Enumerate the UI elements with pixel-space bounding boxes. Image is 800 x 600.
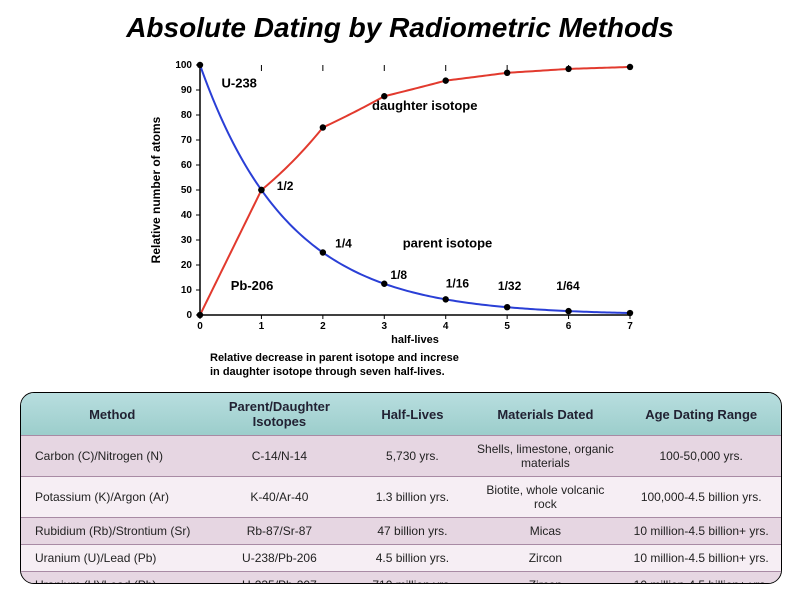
table-cell: Potassium (K)/Argon (Ar)	[21, 477, 203, 518]
table-cell: Zircon	[469, 545, 621, 572]
table-cell: Shells, limestone, organic materials	[469, 436, 621, 477]
table-cell: Carbon (C)/Nitrogen (N)	[21, 436, 203, 477]
svg-text:90: 90	[181, 85, 193, 96]
table-cell: U-238/Pb-206	[203, 545, 355, 572]
methods-table: MethodParent/Daughter IsotopesHalf-Lives…	[20, 392, 782, 584]
table-row: Rubidium (Rb)/Strontium (Sr)Rb-87/Sr-874…	[21, 518, 781, 545]
table-cell: 100,000-4.5 billion yrs.	[621, 477, 781, 518]
svg-text:6: 6	[566, 321, 572, 332]
table-cell: 4.5 billion yrs.	[355, 545, 469, 572]
table-header: Parent/Daughter Isotopes	[203, 393, 355, 436]
svg-text:0: 0	[186, 310, 192, 321]
svg-text:5: 5	[504, 321, 510, 332]
table-cell: Rb-87/Sr-87	[203, 518, 355, 545]
table-cell: K-40/Ar-40	[203, 477, 355, 518]
svg-text:3: 3	[382, 321, 388, 332]
svg-text:4: 4	[443, 321, 449, 332]
table-cell: Uranium (U)/Lead (Pb)	[21, 545, 203, 572]
table-cell: Uranium (U)/Lead (Pb)	[21, 572, 203, 585]
svg-text:100: 100	[175, 60, 192, 71]
svg-text:daughter isotope: daughter isotope	[372, 98, 477, 113]
svg-text:1: 1	[259, 321, 265, 332]
svg-text:1/32: 1/32	[498, 279, 522, 293]
table-row: Carbon (C)/Nitrogen (N)C-14/N-145,730 yr…	[21, 436, 781, 477]
table-cell: 10 million-4.5 billion+ yrs.	[621, 518, 781, 545]
svg-text:30: 30	[181, 235, 193, 246]
svg-text:parent isotope: parent isotope	[403, 236, 493, 251]
svg-text:1/64: 1/64	[556, 279, 580, 293]
table-cell: Micas	[469, 518, 621, 545]
svg-text:Relative decrease in parent is: Relative decrease in parent isotope and …	[210, 352, 459, 364]
svg-text:80: 80	[181, 110, 193, 121]
table-cell: 5,730 yrs.	[355, 436, 469, 477]
svg-text:20: 20	[181, 260, 193, 271]
svg-text:Pb-206: Pb-206	[231, 278, 274, 293]
svg-text:7: 7	[627, 321, 633, 332]
table-cell: U-235/Pb-207	[203, 572, 355, 585]
table-header: Method	[21, 393, 203, 436]
svg-text:40: 40	[181, 210, 193, 221]
table-header: Materials Dated	[469, 393, 621, 436]
svg-text:half-lives: half-lives	[391, 334, 439, 346]
svg-text:1/2: 1/2	[277, 179, 294, 193]
table-cell: 1.3 billion yrs.	[355, 477, 469, 518]
svg-text:1/16: 1/16	[446, 277, 470, 291]
table-cell: 100-50,000 yrs.	[621, 436, 781, 477]
table-cell: Zircon	[469, 572, 621, 585]
page-title: Absolute Dating by Radiometric Methods	[0, 12, 800, 44]
table-cell: 47 billion yrs.	[355, 518, 469, 545]
svg-text:in daughter isotope through se: in daughter isotope through seven half-l…	[210, 366, 445, 378]
table-cell: Rubidium (Rb)/Strontium (Sr)	[21, 518, 203, 545]
svg-text:60: 60	[181, 160, 193, 171]
svg-text:50: 50	[181, 185, 193, 196]
svg-text:1/4: 1/4	[335, 237, 352, 251]
table-cell: 10 million-4.5 billion+ yrs.	[621, 545, 781, 572]
table-cell: Biotite, whole volcanic rock	[469, 477, 621, 518]
svg-text:U-238: U-238	[222, 76, 257, 91]
decay-chart: 0 10 20 30 40 50 60 70 80 90 100 0 1 2 3 4 5 6 7 half-lives…	[140, 55, 660, 385]
svg-text:70: 70	[181, 135, 193, 146]
svg-text:0: 0	[197, 321, 203, 332]
table-header: Age Dating Range	[621, 393, 781, 436]
table-cell: 10 million-4.5 billion+ yrs.	[621, 572, 781, 585]
svg-text:Relative number of atoms: Relative number of atoms	[149, 116, 163, 263]
table-row: Uranium (U)/Lead (Pb)U-238/Pb-2064.5 bil…	[21, 545, 781, 572]
table-cell: 710 million yrs.	[355, 572, 469, 585]
table-row: Uranium (U)/Lead (Pb)U-235/Pb-207710 mil…	[21, 572, 781, 585]
table-cell: C-14/N-14	[203, 436, 355, 477]
table-row: Potassium (K)/Argon (Ar)K-40/Ar-401.3 bi…	[21, 477, 781, 518]
table-header: Half-Lives	[355, 393, 469, 436]
svg-text:2: 2	[320, 321, 326, 332]
svg-text:10: 10	[181, 285, 193, 296]
svg-text:1/8: 1/8	[390, 268, 407, 282]
